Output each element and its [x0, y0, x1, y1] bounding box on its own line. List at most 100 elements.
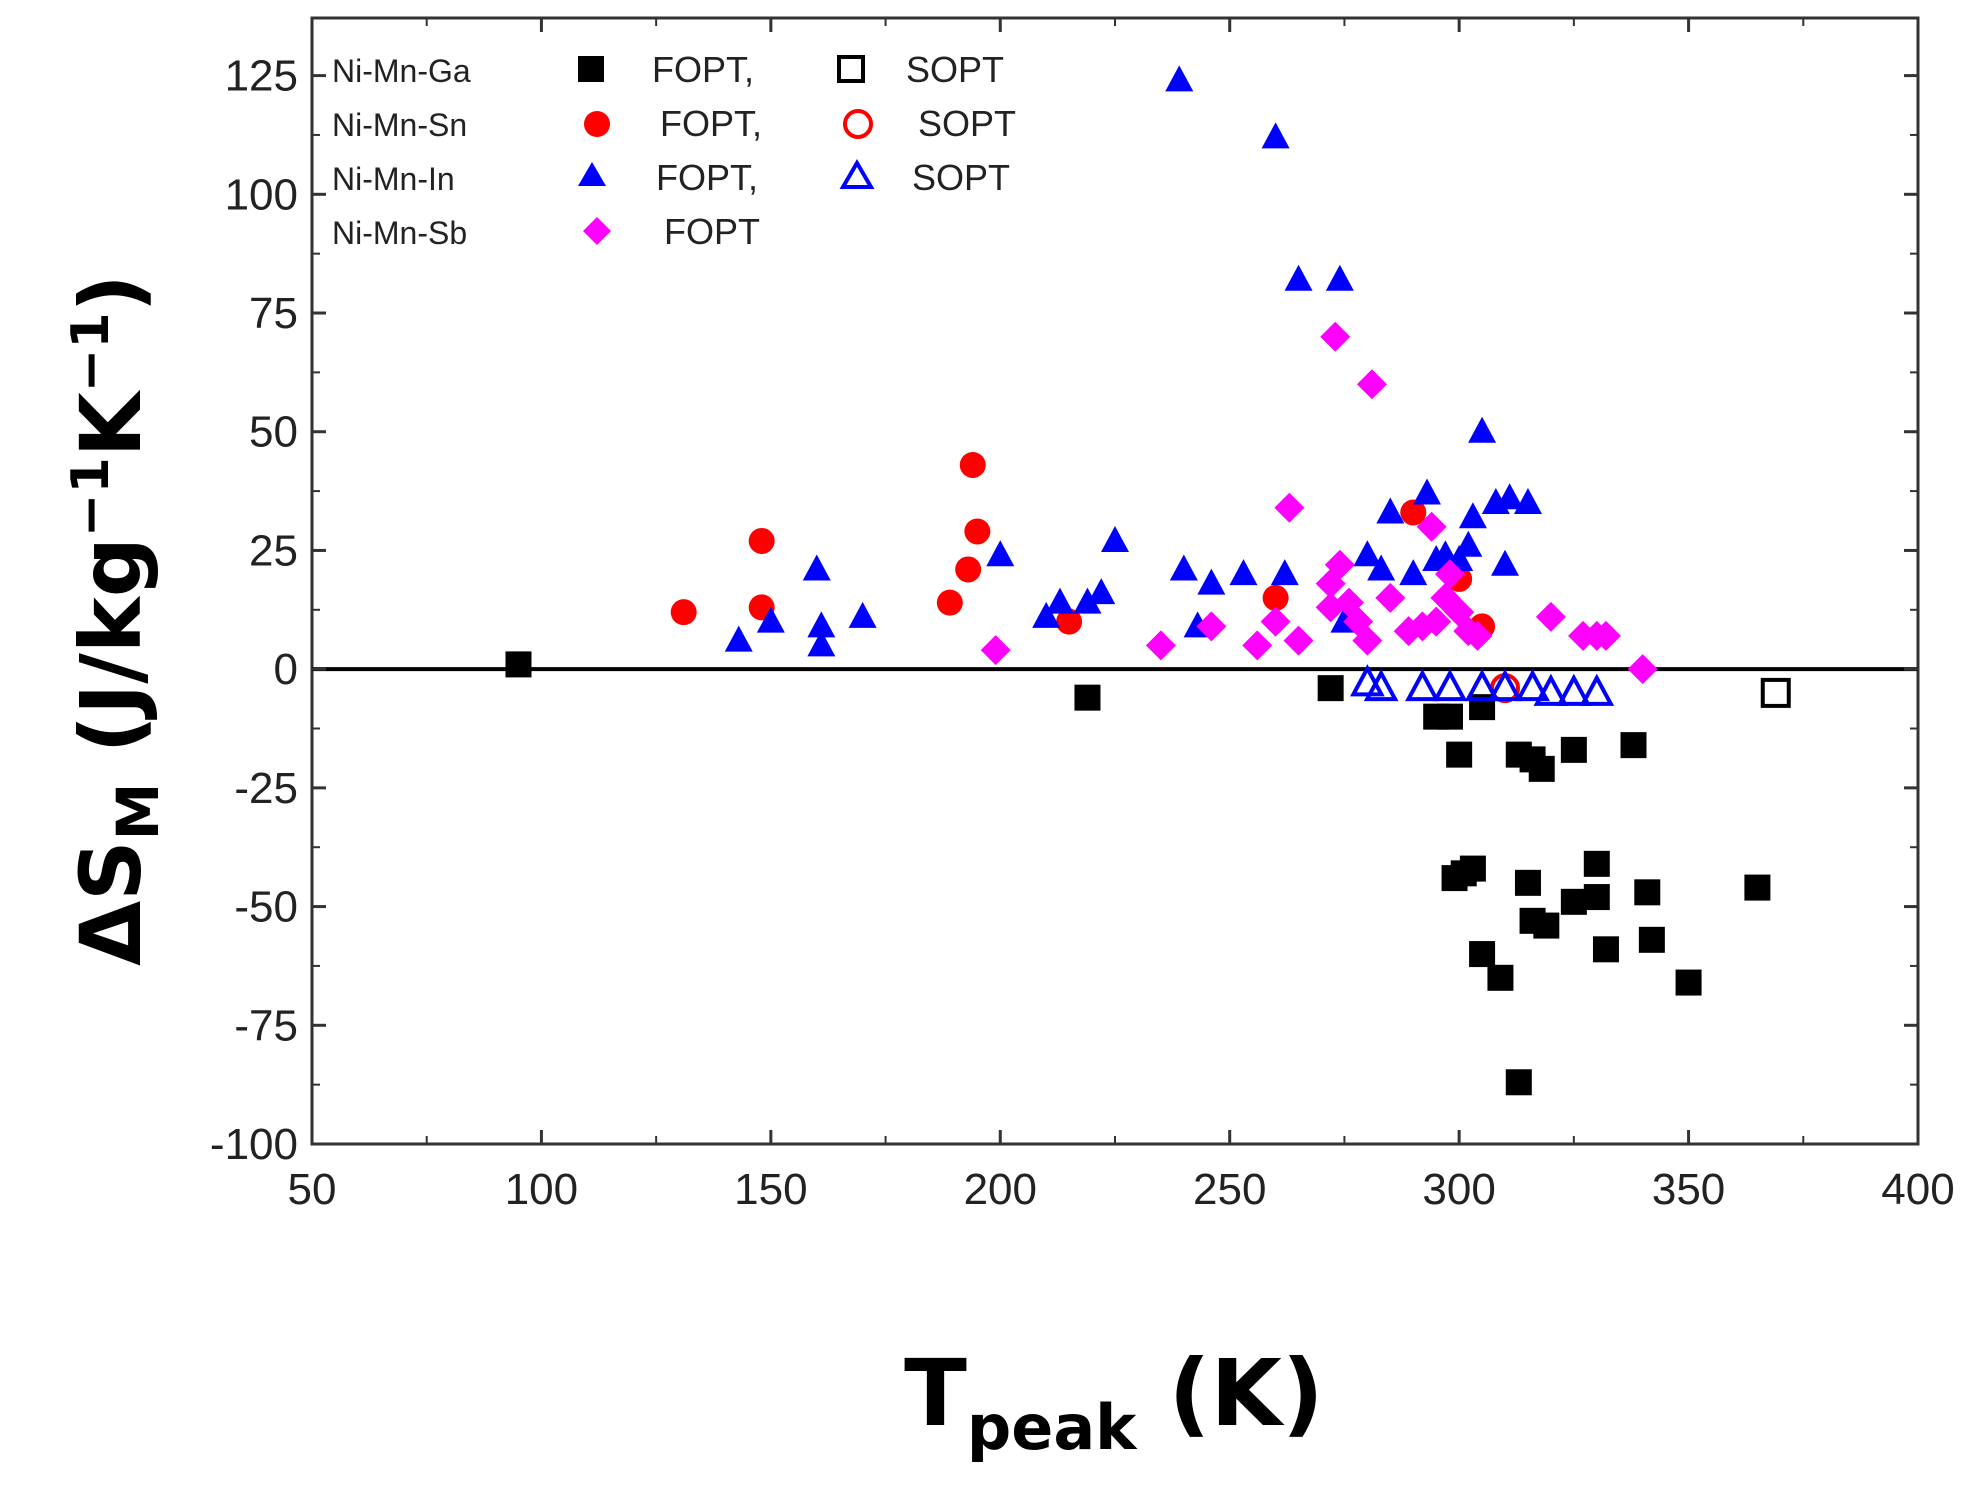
ni-mn-in-fopt-point	[1353, 540, 1382, 567]
ni-mn-in-fopt-point	[1073, 587, 1102, 614]
ni-mn-in-fopt-point	[1197, 568, 1226, 595]
ni-mn-sb-fopt-point	[1590, 620, 1621, 651]
ni-mn-ga-fopt-point	[505, 651, 532, 678]
x-tick-labels: 50 100 150 200 250 300 350 400	[288, 1165, 1955, 1214]
ni-mn-ga-sopt-point	[1760, 677, 1791, 708]
ni-mn-sb-fopt-point	[1462, 620, 1493, 651]
ni-mn-in-fopt-point	[756, 606, 785, 633]
ni-mn-in-fopt-point	[1495, 483, 1524, 510]
ni-mn-in-fopt-point	[1165, 65, 1194, 92]
ni-mn-sb-fopt-point	[1320, 321, 1351, 352]
ni-mn-ga-fopt-point	[1583, 850, 1610, 877]
ni-mn-in-fopt-point	[807, 611, 836, 638]
ni-mn-in-fopt-point	[802, 554, 831, 581]
ni-mn-in-fopt-point	[1169, 554, 1198, 581]
legend-square-filled-icon	[578, 56, 604, 82]
x-tick-label: 150	[734, 1165, 807, 1214]
legend-alloy-label: Ni-Mn-Sb	[332, 215, 467, 251]
data-markers	[505, 65, 1791, 1096]
ni-mn-in-fopt-point	[986, 540, 1015, 567]
ni-mn-sn-fopt-point	[748, 527, 775, 554]
y-tick-label: 75	[249, 289, 298, 338]
legend-row-ni-mn-sn: Ni-Mn-Sn FOPT, SOPT	[332, 103, 1016, 144]
legend-circle-filled-icon	[584, 111, 610, 137]
x-axis-title: Tpeak (K)	[904, 1340, 1324, 1464]
ni-mn-sb-fopt-point	[1434, 559, 1465, 590]
ni-mn-sn-fopt-point	[959, 451, 986, 478]
legend-row-ni-mn-sb: Ni-Mn-Sb FOPT	[332, 211, 760, 252]
x-tick-label: 50	[288, 1165, 337, 1214]
ni-mn-sb-fopt-point	[1627, 654, 1658, 685]
y-tick-label: 0	[274, 645, 298, 694]
ni-mn-sb-fopt-point	[1283, 625, 1314, 656]
ni-mn-in-sopt-point	[1579, 673, 1615, 706]
ni-mn-in-fopt-point	[848, 601, 877, 628]
ni-mn-sn-fopt-point	[1056, 608, 1083, 635]
ni-mn-sb-fopt-point	[1242, 630, 1273, 661]
legend-sopt-label: SOPT	[906, 49, 1004, 90]
ni-mn-in-sopt-point	[1405, 668, 1440, 702]
ni-mn-in-fopt-point	[1284, 264, 1313, 291]
ni-mn-ga-fopt-point	[1560, 736, 1587, 763]
ni-mn-ga-fopt-point	[1074, 684, 1101, 711]
y-tick-label: -75	[234, 1001, 298, 1050]
ni-mn-in-fopt-point	[1032, 601, 1061, 628]
ni-mn-in-sopt-point	[1363, 668, 1399, 702]
ni-mn-sn-fopt-point	[964, 518, 991, 545]
y-tick-label: 50	[249, 408, 298, 457]
legend-row-ni-mn-in: Ni-Mn-In FOPT, SOPT	[332, 157, 1010, 198]
legend-sopt-label: SOPT	[912, 157, 1010, 198]
ni-mn-sb-fopt-point	[1375, 582, 1406, 613]
y-tick-label: 100	[225, 170, 298, 219]
ni-mn-in-fopt-point	[1491, 549, 1520, 576]
ni-mn-in-fopt-point	[1413, 478, 1442, 505]
ni-mn-sn-fopt-point	[670, 599, 697, 626]
ni-mn-ga-fopt-point	[1436, 703, 1463, 730]
ni-mn-sn-fopt-point	[936, 589, 963, 616]
ni-mn-sn-fopt-point	[955, 556, 982, 583]
ni-mn-ga-fopt-point	[1317, 675, 1344, 702]
legend: Ni-Mn-Ga FOPT, SOPT Ni-Mn-Sn FOPT, SOPT …	[332, 49, 1016, 252]
legend-fopt-label: FOPT	[664, 211, 760, 252]
ni-mn-in-fopt-point	[724, 625, 753, 652]
ni-mn-sb-fopt-point	[1324, 549, 1355, 580]
y-tick-label: -25	[234, 764, 298, 813]
ni-mn-sb-fopt-point	[1356, 369, 1387, 400]
ni-mn-in-sopt-point	[1515, 668, 1550, 702]
legend-sopt-label: SOPT	[918, 103, 1016, 144]
ni-mn-ga-fopt-point	[1487, 964, 1514, 991]
legend-circle-open-icon	[843, 109, 873, 139]
legend-fopt-label: FOPT,	[660, 103, 762, 144]
ni-mn-sb-fopt-point	[1196, 611, 1227, 642]
ni-mn-in-sopt-point	[1350, 664, 1385, 697]
ni-mn-in-fopt-point	[1101, 525, 1129, 552]
ni-mn-ga-fopt-point	[1620, 732, 1647, 759]
ni-mn-ga-fopt-point	[1505, 1069, 1532, 1096]
ni-mn-sb-fopt-point	[1274, 492, 1305, 523]
ni-mn-in-fopt-point	[1087, 578, 1116, 605]
x-tick-label: 400	[1881, 1165, 1954, 1214]
ni-mn-ga-fopt-point	[1560, 888, 1587, 915]
ni-mn-sb-fopt-point	[1145, 630, 1176, 661]
ni-mn-ga-fopt-point	[1675, 969, 1702, 996]
legend-fopt-label: FOPT,	[652, 49, 754, 90]
ni-mn-in-fopt-point	[1454, 530, 1483, 557]
ni-mn-in-sopt-point	[1533, 673, 1569, 706]
ni-mn-ga-fopt-point	[1446, 741, 1473, 768]
ni-mn-in-fopt-point	[1376, 497, 1405, 524]
ni-mn-ga-fopt-point	[1459, 855, 1486, 882]
ni-mn-in-fopt-point	[1325, 264, 1354, 291]
legend-triangle-open-icon	[839, 159, 875, 189]
legend-diamond-filled-icon	[583, 217, 611, 245]
ni-mn-in-fopt-point	[1399, 559, 1428, 586]
ni-mn-in-sopt-point	[1556, 673, 1592, 706]
ni-mn-in-fopt-point	[1513, 487, 1542, 514]
ni-mn-ga-fopt-point	[1634, 879, 1661, 906]
legend-fopt-label: FOPT,	[656, 157, 758, 198]
ni-mn-in-fopt-point	[1458, 502, 1487, 529]
ni-mn-in-fopt-point	[1045, 587, 1074, 614]
ni-mn-sn-fopt-point	[1262, 584, 1289, 611]
y-axis-title: ΔSM (J/kg−1K−1)	[61, 274, 172, 966]
legend-alloy-label: Ni-Mn-In	[332, 161, 455, 197]
legend-row-ni-mn-ga: Ni-Mn-Ga FOPT, SOPT	[332, 49, 1004, 90]
